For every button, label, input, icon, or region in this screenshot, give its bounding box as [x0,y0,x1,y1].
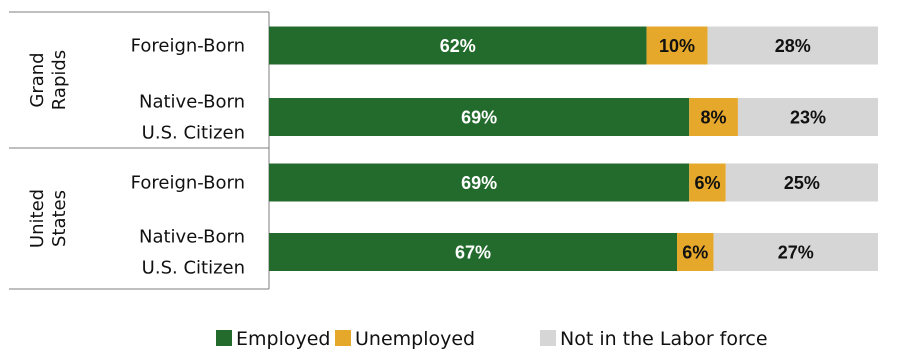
bar-value-label: 27% [778,243,814,263]
bar-value-label: 6% [682,243,708,263]
category-label: Foreign-Born [131,36,245,57]
bar-segment [677,233,714,271]
bar-value-label: 28% [775,36,811,56]
legend: Employed Unemployed Not in the Labor force [216,328,768,350]
bar-segment [725,163,878,202]
legend-swatch [540,330,556,346]
group-label-line: Rapids [49,50,70,110]
category-axis: GrandRapids Foreign-Born Native-Born U.S. C… [9,11,270,290]
group-label-line: Grand [27,52,48,107]
legend-label: Employed [236,328,330,350]
category-label: Foreign-Born [131,173,245,194]
bar-value-label: 69% [461,173,497,193]
bar-segment [689,163,726,202]
category-label: Native-Born U.S. Citizen [139,227,245,279]
category-label-line: Foreign-Born [131,36,245,57]
bar-segment [269,98,690,136]
group-label-line: United [27,189,48,248]
category-label-line: Native-Born [139,92,245,113]
bar-segment [269,26,647,65]
bar-value-label: 8% [701,108,727,128]
group-label: GrandRapids [27,50,70,110]
bar-value-label: 67% [455,243,491,263]
category-label-line: Foreign-Born [131,173,245,194]
bars-layer: 62% 10% 28% 69% 8% 23% 69% 6% 25% 67% 6% 27% [269,26,878,271]
category-label: Native-Born U.S. Citizen [139,92,245,144]
legend-label: Not in the Labor force [560,328,768,350]
bar-segment [269,163,690,202]
bar-value-label: 10% [659,36,695,56]
category-label-line: U.S. Citizen [142,123,245,144]
category-label-line: U.S. Citizen [142,258,245,279]
bar-value-label: 25% [784,173,820,193]
bar-segment [737,98,878,136]
bar-value-label: 23% [790,108,826,128]
group-label-line: States [49,190,70,247]
legend-label: Unemployed [355,328,475,350]
legend-swatch [216,330,232,346]
bar-value-label: 62% [440,36,476,56]
category-label-line: Native-Born [139,227,245,248]
bar-segment [646,26,708,65]
bar-value-label: 69% [461,108,497,128]
group-label: UnitedStates [27,189,70,248]
bar-segment [689,98,738,136]
bar-value-label: 6% [694,173,720,193]
bar-segment [713,233,878,271]
bar-segment [707,26,878,65]
bar-segment [269,233,678,271]
legend-swatch [335,330,351,346]
